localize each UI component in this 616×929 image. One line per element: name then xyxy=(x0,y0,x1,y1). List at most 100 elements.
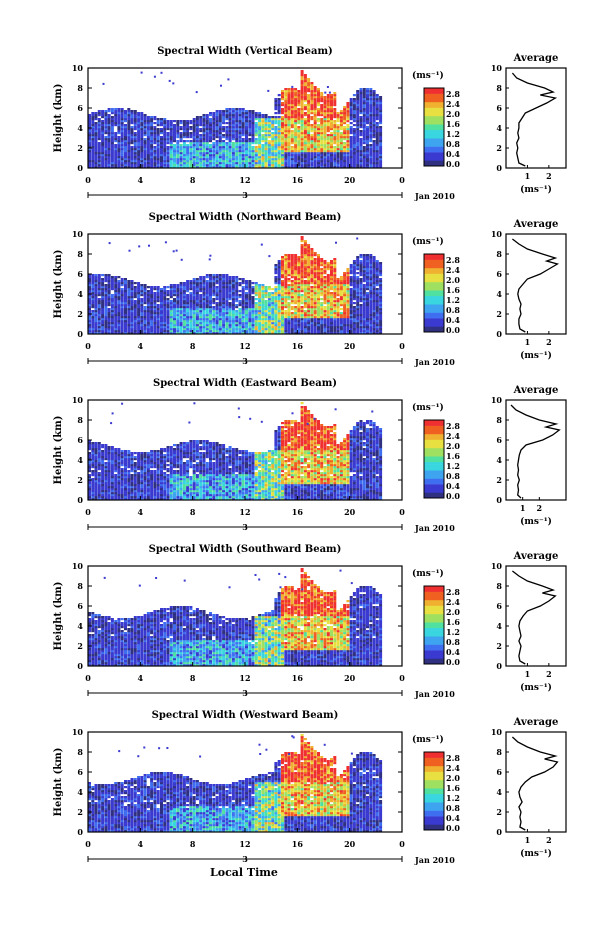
heatmap-cell xyxy=(130,304,134,307)
heatmap-cell xyxy=(287,90,291,93)
heatmap-cell xyxy=(182,136,186,139)
heatmap-cell xyxy=(150,142,154,145)
heatmap-cell xyxy=(281,300,284,303)
heatmap-cell xyxy=(88,148,91,151)
heatmap-cell xyxy=(238,154,242,157)
heatmap-cell xyxy=(202,314,206,317)
heatmap-cell xyxy=(346,162,350,165)
heatmap-cell xyxy=(186,304,190,307)
heatmap-cell xyxy=(287,154,291,157)
heatmap-cell xyxy=(290,268,294,271)
heatmap-cell xyxy=(248,160,252,163)
heatmap-cell xyxy=(251,156,255,159)
heatmap-cell xyxy=(156,288,160,291)
heatmap-cell xyxy=(199,146,203,149)
heatmap-cell xyxy=(176,290,180,293)
heatmap-cell xyxy=(199,128,203,131)
heatmap-cell xyxy=(375,156,379,159)
heatmap-cell xyxy=(290,136,294,139)
heatmap-cell xyxy=(359,126,363,129)
heatmap-cell xyxy=(372,102,376,105)
heatmap-cell xyxy=(284,154,288,157)
heatmap-cell xyxy=(225,146,229,149)
heatmap-cell xyxy=(300,238,304,241)
heatmap-cell xyxy=(179,302,183,305)
heatmap-cell xyxy=(284,162,288,165)
heatmap-cell xyxy=(274,126,278,129)
heatmap-cell xyxy=(313,282,317,285)
heatmap-cell xyxy=(362,138,366,141)
heatmap-cell xyxy=(323,332,327,335)
colorbar-swatch xyxy=(424,160,444,164)
heatmap-cell xyxy=(267,330,271,333)
heatmap-cell xyxy=(91,118,95,121)
heatmap-cell xyxy=(235,126,239,129)
heatmap-cell xyxy=(218,326,222,329)
heatmap-cell xyxy=(133,306,137,309)
heatmap-cell xyxy=(375,150,379,153)
heatmap-cell xyxy=(218,288,222,291)
heatmap-cell xyxy=(117,286,121,289)
heatmap-cell xyxy=(313,316,317,319)
heatmap-cell xyxy=(218,312,222,315)
heatmap-cell xyxy=(336,144,340,147)
heatmap-cell xyxy=(209,292,212,295)
heatmap-cell xyxy=(137,114,141,117)
heatmap-cell xyxy=(104,330,108,333)
heatmap-cell xyxy=(209,306,212,309)
heatmap-cell xyxy=(352,146,356,149)
heatmap-cell xyxy=(323,104,327,107)
heatmap-cell xyxy=(323,100,327,103)
heatmap-cell xyxy=(205,300,209,303)
heatmap-cell xyxy=(241,110,245,113)
heatmap-cell xyxy=(110,312,114,315)
y-tick-label: 0 xyxy=(77,163,83,173)
heatmap-cell xyxy=(156,118,160,121)
heatmap-cell xyxy=(290,134,294,137)
heatmap-cell xyxy=(110,324,114,327)
heatmap-cell xyxy=(366,106,369,109)
heatmap-cell xyxy=(326,130,330,133)
heatmap-cell xyxy=(153,128,157,131)
heatmap-cell xyxy=(179,156,183,159)
average-y-tick-label: 4 xyxy=(496,123,502,133)
heatmap-cell xyxy=(326,122,330,125)
heatmap-cell xyxy=(326,304,330,307)
heatmap-cell xyxy=(277,134,281,137)
heatmap-cell xyxy=(107,316,111,319)
heatmap-cell xyxy=(356,160,360,163)
heatmap-cell xyxy=(245,112,248,115)
heatmap-cell xyxy=(130,154,134,157)
heatmap-cell xyxy=(133,118,137,121)
heatmap-cell xyxy=(284,306,288,309)
heatmap-cell xyxy=(235,154,239,157)
heatmap-cell xyxy=(300,130,304,133)
heatmap-cell xyxy=(369,120,373,123)
heatmap-cell xyxy=(303,100,307,103)
heatmap-cell xyxy=(277,276,281,279)
heatmap-cell xyxy=(97,124,101,127)
heatmap-cell xyxy=(202,158,206,161)
heatmap-cell xyxy=(310,140,314,143)
heatmap-cell xyxy=(182,162,186,165)
heatmap-cell xyxy=(281,306,284,309)
heatmap-cell xyxy=(94,118,98,121)
heatmap-cell xyxy=(241,118,245,121)
heatmap-cell xyxy=(218,164,222,167)
heatmap-cell xyxy=(366,88,369,91)
heatmap-cell xyxy=(205,274,209,277)
heatmap-cell xyxy=(281,110,284,113)
heatmap-cell xyxy=(300,246,304,249)
heatmap-cell xyxy=(277,300,281,303)
heatmap-cell xyxy=(94,166,98,169)
heatmap-cell xyxy=(258,326,262,329)
heatmap-cell xyxy=(323,268,327,271)
heatmap-cell xyxy=(294,254,298,257)
heatmap-cell xyxy=(114,278,118,281)
heatmap-cell xyxy=(346,164,350,167)
heatmap-cell xyxy=(169,322,173,325)
heatmap-cell xyxy=(317,138,320,141)
heatmap-cell xyxy=(300,90,304,93)
heatmap-cell xyxy=(336,114,340,117)
heatmap-cell xyxy=(317,282,320,285)
